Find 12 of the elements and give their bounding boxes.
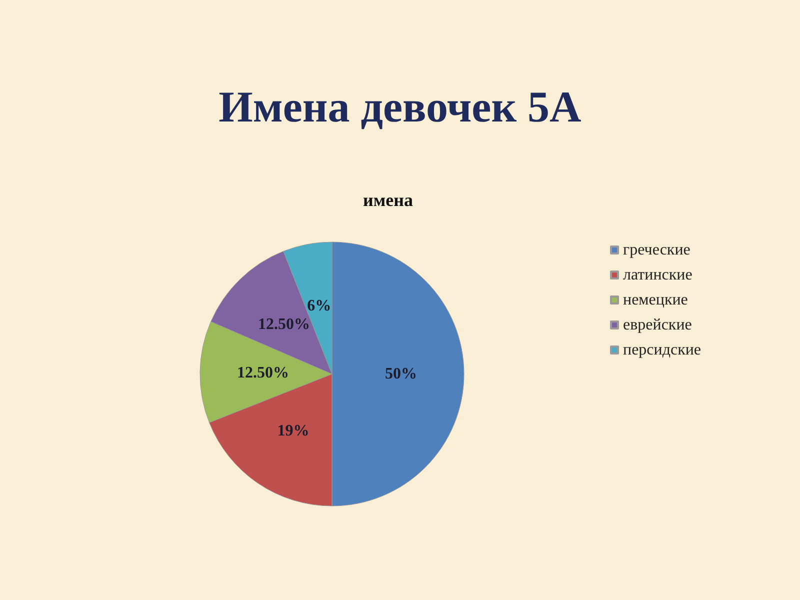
data-label: 12.50% [258, 316, 310, 333]
legend-label: немецкие [623, 292, 688, 308]
chart-subtitle: имена [363, 190, 413, 210]
legend-label: греческие [623, 242, 690, 258]
legend-label: латинские [623, 266, 692, 284]
data-label: 50% [385, 366, 417, 382]
data-label: 6% [307, 298, 332, 315]
data-label: 19% [277, 422, 310, 440]
legend-label: еврейские [623, 316, 692, 334]
data-label: 12.50% [237, 364, 290, 382]
legend-label: персидские [623, 342, 702, 358]
chart-title: Имена девочек 5А [218, 82, 582, 132]
